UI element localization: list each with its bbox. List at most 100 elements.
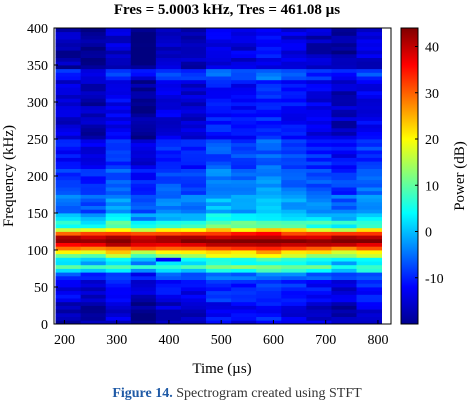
spectrogram-cell (256, 320, 282, 325)
spectrogram-cell (130, 290, 157, 295)
spectrogram-cell (130, 164, 157, 169)
spectrogram-cell (105, 187, 132, 192)
spectrogram-cell (256, 242, 282, 247)
spectrogram-cell (180, 287, 207, 292)
spectrogram-cell (306, 94, 332, 99)
spectrogram-cell (256, 224, 282, 229)
spectrogram-cell (231, 216, 257, 221)
spectrogram-cell (281, 76, 307, 81)
spectrogram-cell (180, 46, 207, 51)
spectrogram-cell (155, 28, 182, 33)
spectrogram-cell (256, 142, 282, 147)
spectrogram-cell (105, 127, 132, 132)
spectrogram-cell (306, 201, 332, 206)
spectrogram-cell (206, 224, 232, 229)
spectrogram-cell (206, 139, 232, 144)
spectrogram-cell (105, 113, 132, 118)
spectrogram-cell (155, 224, 182, 229)
spectrogram-cell (206, 153, 232, 158)
spectrogram-cell (231, 294, 257, 299)
spectrogram-cell (331, 213, 357, 218)
spectrogram-cell (231, 42, 257, 47)
spectrogram-cell (80, 312, 107, 317)
spectrogram-cell (155, 94, 182, 99)
spectrogram-cell (256, 179, 282, 184)
spectrogram-cell (331, 320, 357, 325)
spectrogram-cell (281, 120, 307, 125)
spectrogram-cell (105, 94, 132, 99)
spectrogram-cell (206, 161, 232, 166)
spectrogram-cell (130, 246, 157, 251)
spectrogram-cell (130, 294, 157, 299)
spectrogram-cell (130, 268, 157, 273)
spectrogram-cell (55, 187, 82, 192)
spectrogram-cell (206, 235, 232, 240)
spectrogram-cell (231, 238, 257, 243)
spectrogram-cell (231, 272, 257, 277)
spectrogram-cell (130, 28, 157, 33)
spectrogram-cell (281, 39, 307, 44)
spectrogram-cell (231, 209, 257, 214)
spectrogram-cell (130, 209, 157, 214)
spectrogram-cell (55, 46, 82, 51)
spectrogram-cell (231, 312, 257, 317)
spectrogram-cell (306, 316, 332, 321)
spectrogram-cell (55, 298, 82, 303)
spectrogram-cell (130, 172, 157, 177)
spectrogram-cell (206, 142, 232, 147)
spectrogram-cell (155, 113, 182, 118)
spectrogram-cell (281, 316, 307, 321)
spectrogram-cell (331, 72, 357, 77)
spectrogram-cell (55, 216, 82, 221)
spectrogram-cell (356, 153, 382, 158)
spectrogram-cell (105, 213, 132, 218)
spectrogram-cell (105, 275, 132, 280)
spectrogram-cell (130, 283, 157, 288)
spectrogram-cell (130, 235, 157, 240)
spectrogram-cell (180, 227, 207, 232)
spectrogram-cell (55, 116, 82, 121)
spectrogram-cell (105, 98, 132, 103)
spectrogram-cell (231, 298, 257, 303)
figure-caption: Figure 14. Spectrogram created using STF… (0, 386, 474, 402)
spectrogram-cell (80, 187, 107, 192)
spectrogram-cell (206, 216, 232, 221)
spectrogram-cell (130, 39, 157, 44)
spectrogram-cell (331, 139, 357, 144)
spectrogram-cell (256, 220, 282, 225)
spectrogram-cell (80, 253, 107, 258)
spectrogram-cell (155, 164, 182, 169)
x-tick-label: 600 (263, 333, 284, 348)
spectrogram-cell (105, 116, 132, 121)
spectrogram-cell (281, 94, 307, 99)
spectrogram-cell (231, 124, 257, 129)
spectrogram-cell (130, 298, 157, 303)
spectrogram-cell (155, 238, 182, 243)
spectrogram-cell (231, 194, 257, 199)
spectrogram-cell (155, 131, 182, 136)
spectrogram-cell (331, 209, 357, 214)
spectrogram-cell (281, 42, 307, 47)
spectrogram-cell (356, 87, 382, 92)
spectrogram-cell (206, 298, 232, 303)
figure-label: Figure 14. (112, 386, 173, 401)
spectrogram-cell (105, 205, 132, 210)
spectrogram-cell (281, 164, 307, 169)
spectrogram-cell (256, 231, 282, 236)
spectrogram-cell (356, 146, 382, 151)
spectrogram-cell (80, 209, 107, 214)
spectrogram-cell (256, 246, 282, 251)
spectrogram-cell (306, 61, 332, 66)
spectrogram-cell (155, 283, 182, 288)
spectrogram-cell (206, 231, 232, 236)
spectrogram-cell (306, 301, 332, 306)
spectrogram-cell (231, 116, 257, 121)
spectrogram-cell (206, 150, 232, 155)
spectrogram-cell (206, 246, 232, 251)
spectrogram-cell (356, 227, 382, 232)
spectrogram-cell (55, 224, 82, 229)
spectrogram-cell (281, 209, 307, 214)
spectrogram-cell (256, 113, 282, 118)
x-tick-label: 300 (106, 333, 127, 348)
spectrogram-cell (155, 153, 182, 158)
